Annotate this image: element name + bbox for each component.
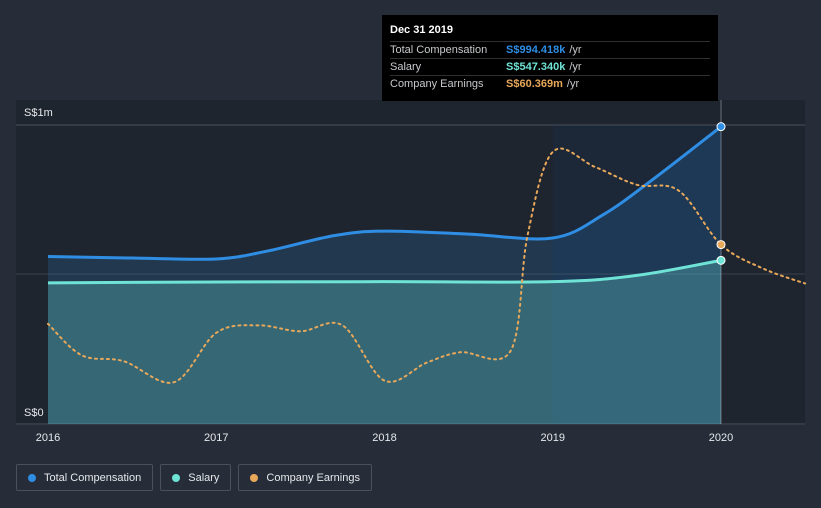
legend-item-company-earnings[interactable]: Company Earnings [238,464,372,491]
legend: Total Compensation Salary Company Earnin… [16,464,372,491]
x-tick-label: 2019 [541,432,565,444]
tooltip-unit: /yr [569,61,582,73]
tooltip-value: S$547.340k [506,61,566,73]
x-tick-label: 2017 [204,432,228,444]
tooltip-row-earnings: Company Earnings S$60.369m /yr [390,75,710,92]
company-earnings-line [47,147,807,384]
total-compensation-point [716,122,726,132]
total-compensation-area [48,126,721,425]
salary-area [48,260,721,424]
y-tick-label-top: S$1m [24,107,53,119]
legend-item-total-compensation[interactable]: Total Compensation [16,464,154,491]
highlight-points [716,122,726,265]
salary-line [47,258,722,285]
y-tick-label-bottom: S$0 [24,407,44,419]
tooltip-label: Company Earnings [390,78,484,90]
legend-label: Total Compensation [44,471,142,484]
x-tick-labels: 2016 2017 2018 2019 2020 [36,432,733,444]
tooltip: Dec 31 2019 Total Compensation S$994.418… [382,15,718,101]
salary-point [716,255,726,265]
tooltip-row-salary: Salary S$547.340k /yr [390,58,710,75]
tooltip-value: S$994.418k [506,44,566,56]
tooltip-row-total: Total Compensation S$994.418k /yr [390,41,710,58]
x-tick-label: 2016 [36,432,60,444]
legend-dot-icon [28,473,36,482]
tooltip-date: Dec 31 2019 [390,24,453,36]
x-tick-label: 2018 [372,432,396,444]
tooltip-unit: /yr [566,78,580,90]
legend-dot-icon [250,473,259,482]
tooltip-label: Total Compensation [390,44,488,56]
company-earnings-point [716,240,726,250]
x-tick-label: 2020 [709,432,733,444]
legend-item-salary[interactable]: Salary [160,464,232,491]
tooltip-label: Salary [390,61,422,73]
tooltip-value: S$60.369m [506,78,563,90]
legend-label: Salary [188,471,220,484]
legend-dot-icon [172,473,181,482]
total-compensation-line [47,125,722,261]
series-areas [48,126,721,425]
series-lines [47,125,807,384]
legend-label: Company Earnings [266,471,360,484]
compensation-chart: S$1m S$0 2016 2017 2018 2019 2020 [16,100,807,444]
tooltip-unit: /yr [569,44,582,56]
